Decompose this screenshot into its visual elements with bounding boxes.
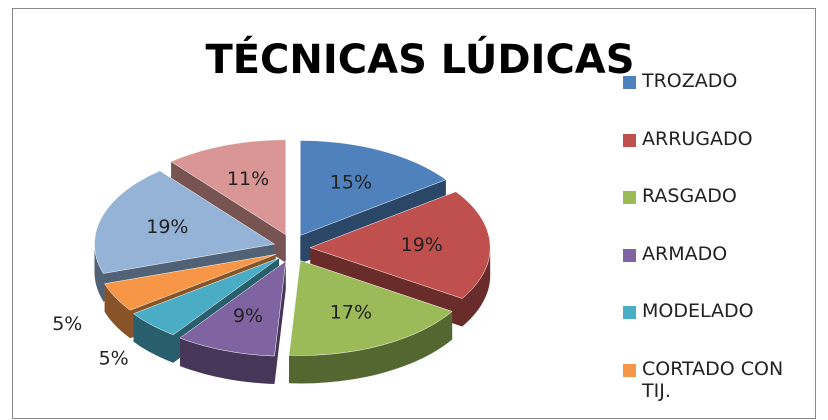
slice <box>288 260 453 356</box>
legend-item: ARRUGADO <box>623 128 813 186</box>
data-label: 15% <box>330 172 372 194</box>
legend-swatch <box>623 363 636 377</box>
legend-label: CORTADO CON TIJ. <box>642 357 784 402</box>
data-label: 19% <box>146 216 188 238</box>
slice <box>104 254 276 311</box>
data-label: 11% <box>227 168 269 190</box>
legend-item: RASGADO <box>623 185 813 243</box>
data-label: 5% <box>52 313 82 335</box>
legend-swatch <box>623 306 636 319</box>
legend: TROZADO ARRUGADO RASGADO ARMADO MODELADO CORT… <box>623 70 813 415</box>
slice <box>179 260 287 357</box>
slice <box>309 191 491 299</box>
chart-title: TÉCNICAS LÚDICAS <box>205 35 634 83</box>
slice <box>300 140 447 236</box>
legend-label: MODELADO <box>642 300 754 322</box>
legend-label: RASGADO <box>642 185 737 207</box>
legend-label: ARMADO <box>642 242 728 265</box>
slice <box>170 139 287 236</box>
slice <box>132 257 280 336</box>
legend-label: ARRUGADO <box>642 127 753 150</box>
slice <box>94 170 276 274</box>
legend-item: TROZADO <box>623 70 813 128</box>
data-label: 17% <box>330 301 372 323</box>
legend-swatch <box>623 133 636 147</box>
legend-item: MODELADO <box>623 300 813 358</box>
legend-label: TROZADO <box>642 70 738 92</box>
legend-swatch <box>623 248 636 262</box>
legend-item: ARMADO <box>623 243 813 301</box>
legend-item: CORTADO CON TIJ. <box>623 358 813 416</box>
data-label: 19% <box>401 234 443 256</box>
data-label: 9% <box>233 305 263 327</box>
legend-swatch <box>623 191 636 204</box>
data-label: 5% <box>99 348 129 370</box>
legend-swatch <box>623 76 636 89</box>
